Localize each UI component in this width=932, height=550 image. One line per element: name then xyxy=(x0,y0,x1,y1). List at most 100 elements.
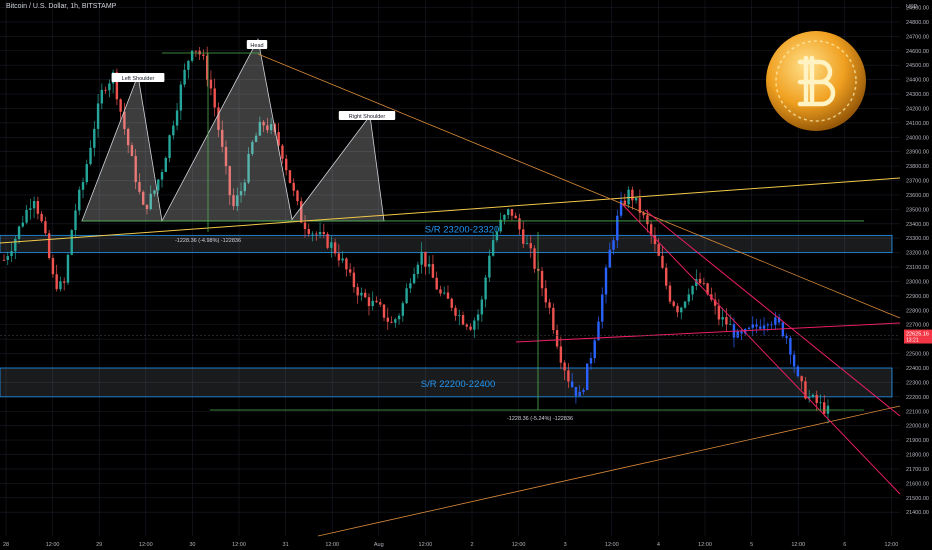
candle-body xyxy=(484,277,487,300)
sr-zone-label: S/R 23200-23320 xyxy=(425,224,499,235)
candle-body xyxy=(785,336,788,339)
current-price-value: 22625.16 xyxy=(906,332,929,338)
candle-body xyxy=(687,294,690,302)
candle-body xyxy=(17,226,21,239)
pattern-label: Left Shoulder xyxy=(122,76,155,82)
time-tick-label: 12:00 xyxy=(512,542,526,548)
candle-body xyxy=(134,156,137,183)
time-tick-label: 2 xyxy=(470,542,473,548)
measurement-label: -1228.36 (-4.98%) -122836 xyxy=(175,238,241,244)
candle-body xyxy=(341,258,344,261)
candle-body xyxy=(559,346,563,363)
candle-body xyxy=(725,317,728,325)
candle-body xyxy=(330,242,333,248)
candle-body xyxy=(25,209,28,223)
time-tick-label: 12:00 xyxy=(232,542,246,548)
pink-channel-upper xyxy=(621,203,901,495)
candle-body xyxy=(104,89,107,91)
candle-body xyxy=(175,110,179,126)
candle-body xyxy=(157,179,160,191)
candle-body xyxy=(205,55,209,80)
price-tick-label: 22300.00 xyxy=(906,380,929,386)
candle-body xyxy=(759,326,762,329)
candle-body xyxy=(401,303,405,316)
candle-body xyxy=(269,124,273,131)
candle-body xyxy=(379,302,382,305)
symbol-title: Bitcoin / U.S. Dollar, 1h, BITSTAMP xyxy=(6,3,117,10)
candle-body xyxy=(698,278,702,284)
candle-body xyxy=(281,145,284,159)
candle-body xyxy=(491,240,495,256)
candle-body xyxy=(119,99,122,112)
candle-body xyxy=(364,292,367,298)
price-tick-label: 22900.00 xyxy=(906,294,929,300)
candle-body xyxy=(431,264,435,278)
candle-body xyxy=(254,135,258,142)
candle-body xyxy=(277,132,280,146)
time-axis[interactable]: 28 12:00 29 12:00 30 12:00 31 12:00 Aug 12:00 2 12:… xyxy=(3,542,898,548)
candle-body xyxy=(717,305,721,320)
candle-body xyxy=(89,147,92,165)
candle-body xyxy=(126,128,130,146)
candle-body xyxy=(420,251,423,265)
candle-body xyxy=(311,233,314,235)
candle-body xyxy=(638,197,642,213)
candle-body xyxy=(303,222,307,229)
candle-body xyxy=(288,170,292,183)
time-tick-label: 12:00 xyxy=(419,542,433,548)
head-shoulders-pattern xyxy=(81,38,385,223)
candle-body xyxy=(631,189,634,201)
time-tick-label: 12:00 xyxy=(791,542,805,548)
price-tick-label: 23400.00 xyxy=(906,222,929,228)
candle-body xyxy=(807,396,811,399)
candle-body xyxy=(47,233,51,259)
candle-body xyxy=(416,264,420,274)
candle-body xyxy=(100,89,104,104)
candle-body xyxy=(649,224,653,236)
candle-body xyxy=(262,121,265,126)
candle-body xyxy=(604,267,608,295)
price-tick-label: 24300.00 xyxy=(906,92,929,98)
candle-body xyxy=(85,164,88,183)
pattern-label-box xyxy=(111,73,165,82)
candle-body xyxy=(247,153,250,183)
candle-body xyxy=(623,200,627,205)
pattern-label-box xyxy=(338,111,396,120)
candle-body xyxy=(315,233,318,235)
candle-body xyxy=(800,376,803,382)
candle-body xyxy=(390,321,393,323)
candle-body xyxy=(567,370,570,382)
sr-zone xyxy=(0,234,893,254)
candle-body xyxy=(153,190,156,194)
candle-body xyxy=(296,190,299,202)
candle-body xyxy=(578,391,581,396)
candle-body xyxy=(525,243,529,244)
candle-body xyxy=(145,204,149,210)
candle-body xyxy=(582,389,585,392)
candle-body xyxy=(593,340,596,359)
candle-body xyxy=(619,200,623,216)
candle-body xyxy=(454,307,457,316)
candle-body xyxy=(307,228,310,235)
candle-body xyxy=(747,327,751,329)
candle-body xyxy=(774,317,777,325)
candle-body xyxy=(190,50,194,61)
candle-body xyxy=(728,324,732,325)
sr-zone xyxy=(0,367,893,398)
candle-body xyxy=(36,201,40,214)
candle-body xyxy=(405,288,408,304)
price-tick-label: 21600.00 xyxy=(906,481,929,487)
candle-body xyxy=(44,221,47,234)
time-tick-label: 12:00 xyxy=(139,542,153,548)
candle-body xyxy=(51,258,55,275)
time-tick-label: 12:00 xyxy=(325,542,339,548)
price-tick-label: 21700.00 xyxy=(906,467,929,473)
candle-body xyxy=(792,354,796,367)
candle-body xyxy=(187,60,190,70)
candle-body xyxy=(352,272,356,288)
candle-body xyxy=(469,326,472,330)
candle-body xyxy=(356,287,359,296)
bitcoin-symbol xyxy=(797,55,836,107)
